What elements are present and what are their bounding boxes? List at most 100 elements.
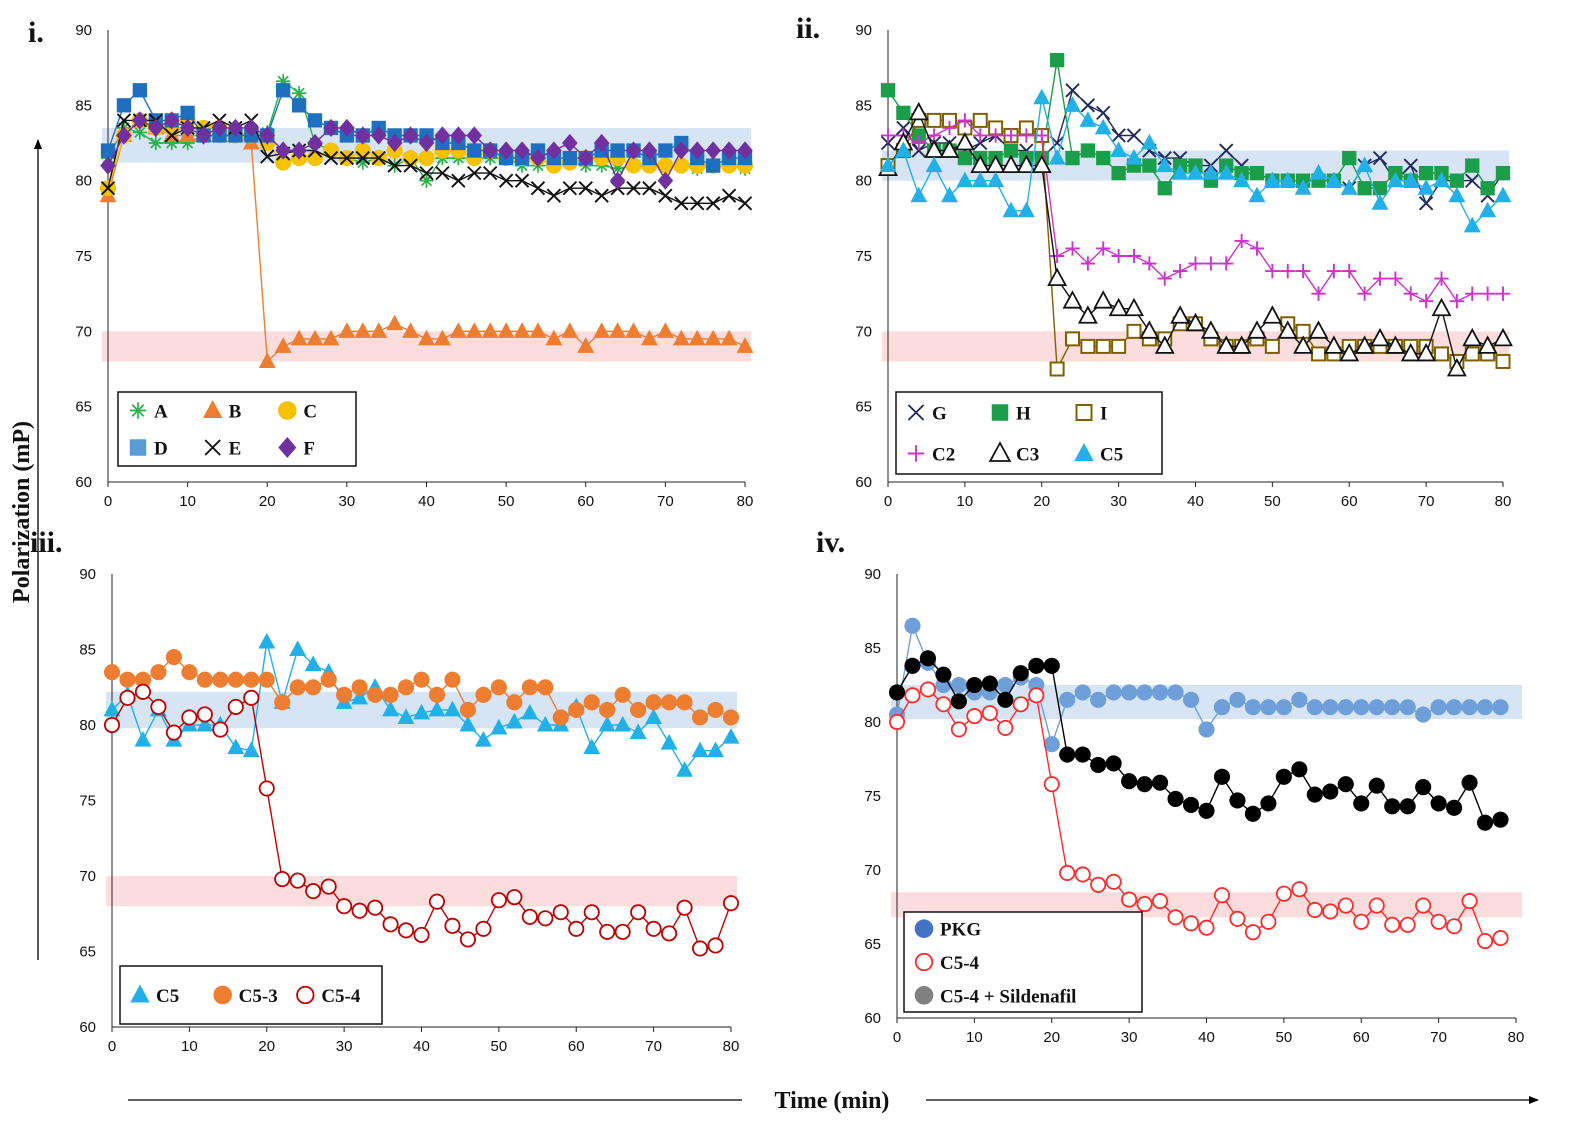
y-tick-label: 70 <box>855 323 872 340</box>
y-tick-label: 75 <box>864 788 881 805</box>
data-point <box>1477 932 1494 950</box>
legend-label: I <box>1100 404 1107 425</box>
data-point <box>1152 774 1169 791</box>
data-point <box>1340 179 1358 195</box>
data-point <box>957 113 973 128</box>
data-point <box>1142 256 1157 271</box>
series-c2 <box>880 113 1511 309</box>
data-point <box>676 694 693 711</box>
data-point <box>291 141 307 160</box>
data-point <box>428 893 446 910</box>
x-tick-label: 40 <box>1198 1029 1215 1046</box>
y-tick-label: 85 <box>75 97 92 114</box>
data-point <box>451 173 466 188</box>
data-point <box>1124 297 1144 317</box>
data-point <box>1449 294 1465 309</box>
data-point <box>1244 699 1261 716</box>
data-point <box>1016 154 1037 174</box>
x-tick-label: 50 <box>1264 493 1281 510</box>
data-point <box>1461 699 1478 716</box>
series-pkg <box>888 617 1509 753</box>
data-point <box>911 135 926 151</box>
data-point <box>610 143 625 158</box>
data-point <box>625 157 642 174</box>
data-point <box>1465 173 1480 188</box>
data-point <box>1213 768 1231 785</box>
data-point <box>626 181 641 196</box>
data-point <box>676 761 694 777</box>
data-point <box>258 632 276 649</box>
x-tick-label: 20 <box>258 1038 275 1055</box>
data-point <box>645 694 662 711</box>
data-point <box>691 741 709 758</box>
data-point <box>338 322 356 338</box>
data-point <box>370 322 388 338</box>
data-point <box>1492 930 1509 947</box>
panel-label: iv. <box>816 526 845 559</box>
data-point <box>336 898 353 915</box>
data-point <box>942 120 957 136</box>
data-point <box>1182 796 1200 813</box>
data-point <box>658 188 673 203</box>
data-point <box>459 931 476 948</box>
data-point <box>1105 873 1122 890</box>
panel-label: i. <box>28 16 44 49</box>
legend-label: B <box>229 402 242 423</box>
data-point <box>243 118 260 138</box>
data-point <box>1065 331 1080 347</box>
data-point <box>894 141 912 158</box>
data-point <box>1260 699 1277 716</box>
data-point <box>1403 286 1418 301</box>
data-point <box>896 120 911 136</box>
data-point <box>1449 173 1465 188</box>
series-line <box>888 119 1503 303</box>
data-point <box>1430 795 1447 812</box>
y-tick-label: 65 <box>855 399 872 416</box>
x-tick-label: 80 <box>1495 493 1512 510</box>
data-point <box>1462 327 1483 347</box>
data-point <box>1105 755 1122 772</box>
y-tick-label: 75 <box>79 793 96 810</box>
data-point <box>1494 186 1512 203</box>
data-point <box>1125 148 1143 165</box>
data-point <box>593 322 611 338</box>
x-tick-label: 60 <box>1341 493 1358 510</box>
data-point <box>116 113 132 128</box>
data-point <box>305 679 322 696</box>
data-point <box>1059 864 1076 882</box>
data-point <box>467 143 482 158</box>
data-point <box>1167 909 1184 926</box>
data-point <box>513 322 531 338</box>
legend-marker <box>130 984 150 1003</box>
data-point <box>888 684 906 701</box>
data-point <box>1418 294 1434 309</box>
data-point <box>530 181 546 196</box>
data-point <box>1402 171 1420 188</box>
data-point <box>165 648 182 666</box>
data-point <box>444 917 461 934</box>
data-point <box>988 128 1003 143</box>
data-point <box>1337 897 1354 914</box>
data-point <box>1233 171 1251 188</box>
data-point <box>1306 901 1323 919</box>
data-point <box>351 902 368 919</box>
data-point <box>132 125 147 140</box>
data-point <box>1430 913 1447 930</box>
data-point <box>1167 684 1184 701</box>
data-point <box>242 741 260 758</box>
data-point <box>1476 699 1494 716</box>
data-point <box>306 150 324 167</box>
data-point <box>274 337 292 353</box>
data-point <box>1096 241 1111 256</box>
data-point <box>1171 164 1189 180</box>
data-point <box>1126 128 1142 143</box>
x-tick-label: 10 <box>966 1029 983 1046</box>
data-point <box>1492 699 1509 716</box>
data-point <box>1430 699 1447 716</box>
data-point <box>371 150 386 166</box>
data-point <box>578 181 593 196</box>
data-point <box>1354 335 1375 354</box>
y-tick-label: 90 <box>864 566 881 583</box>
legend: G H I C2 C3 C5 <box>895 391 1163 475</box>
data-point <box>387 158 402 173</box>
